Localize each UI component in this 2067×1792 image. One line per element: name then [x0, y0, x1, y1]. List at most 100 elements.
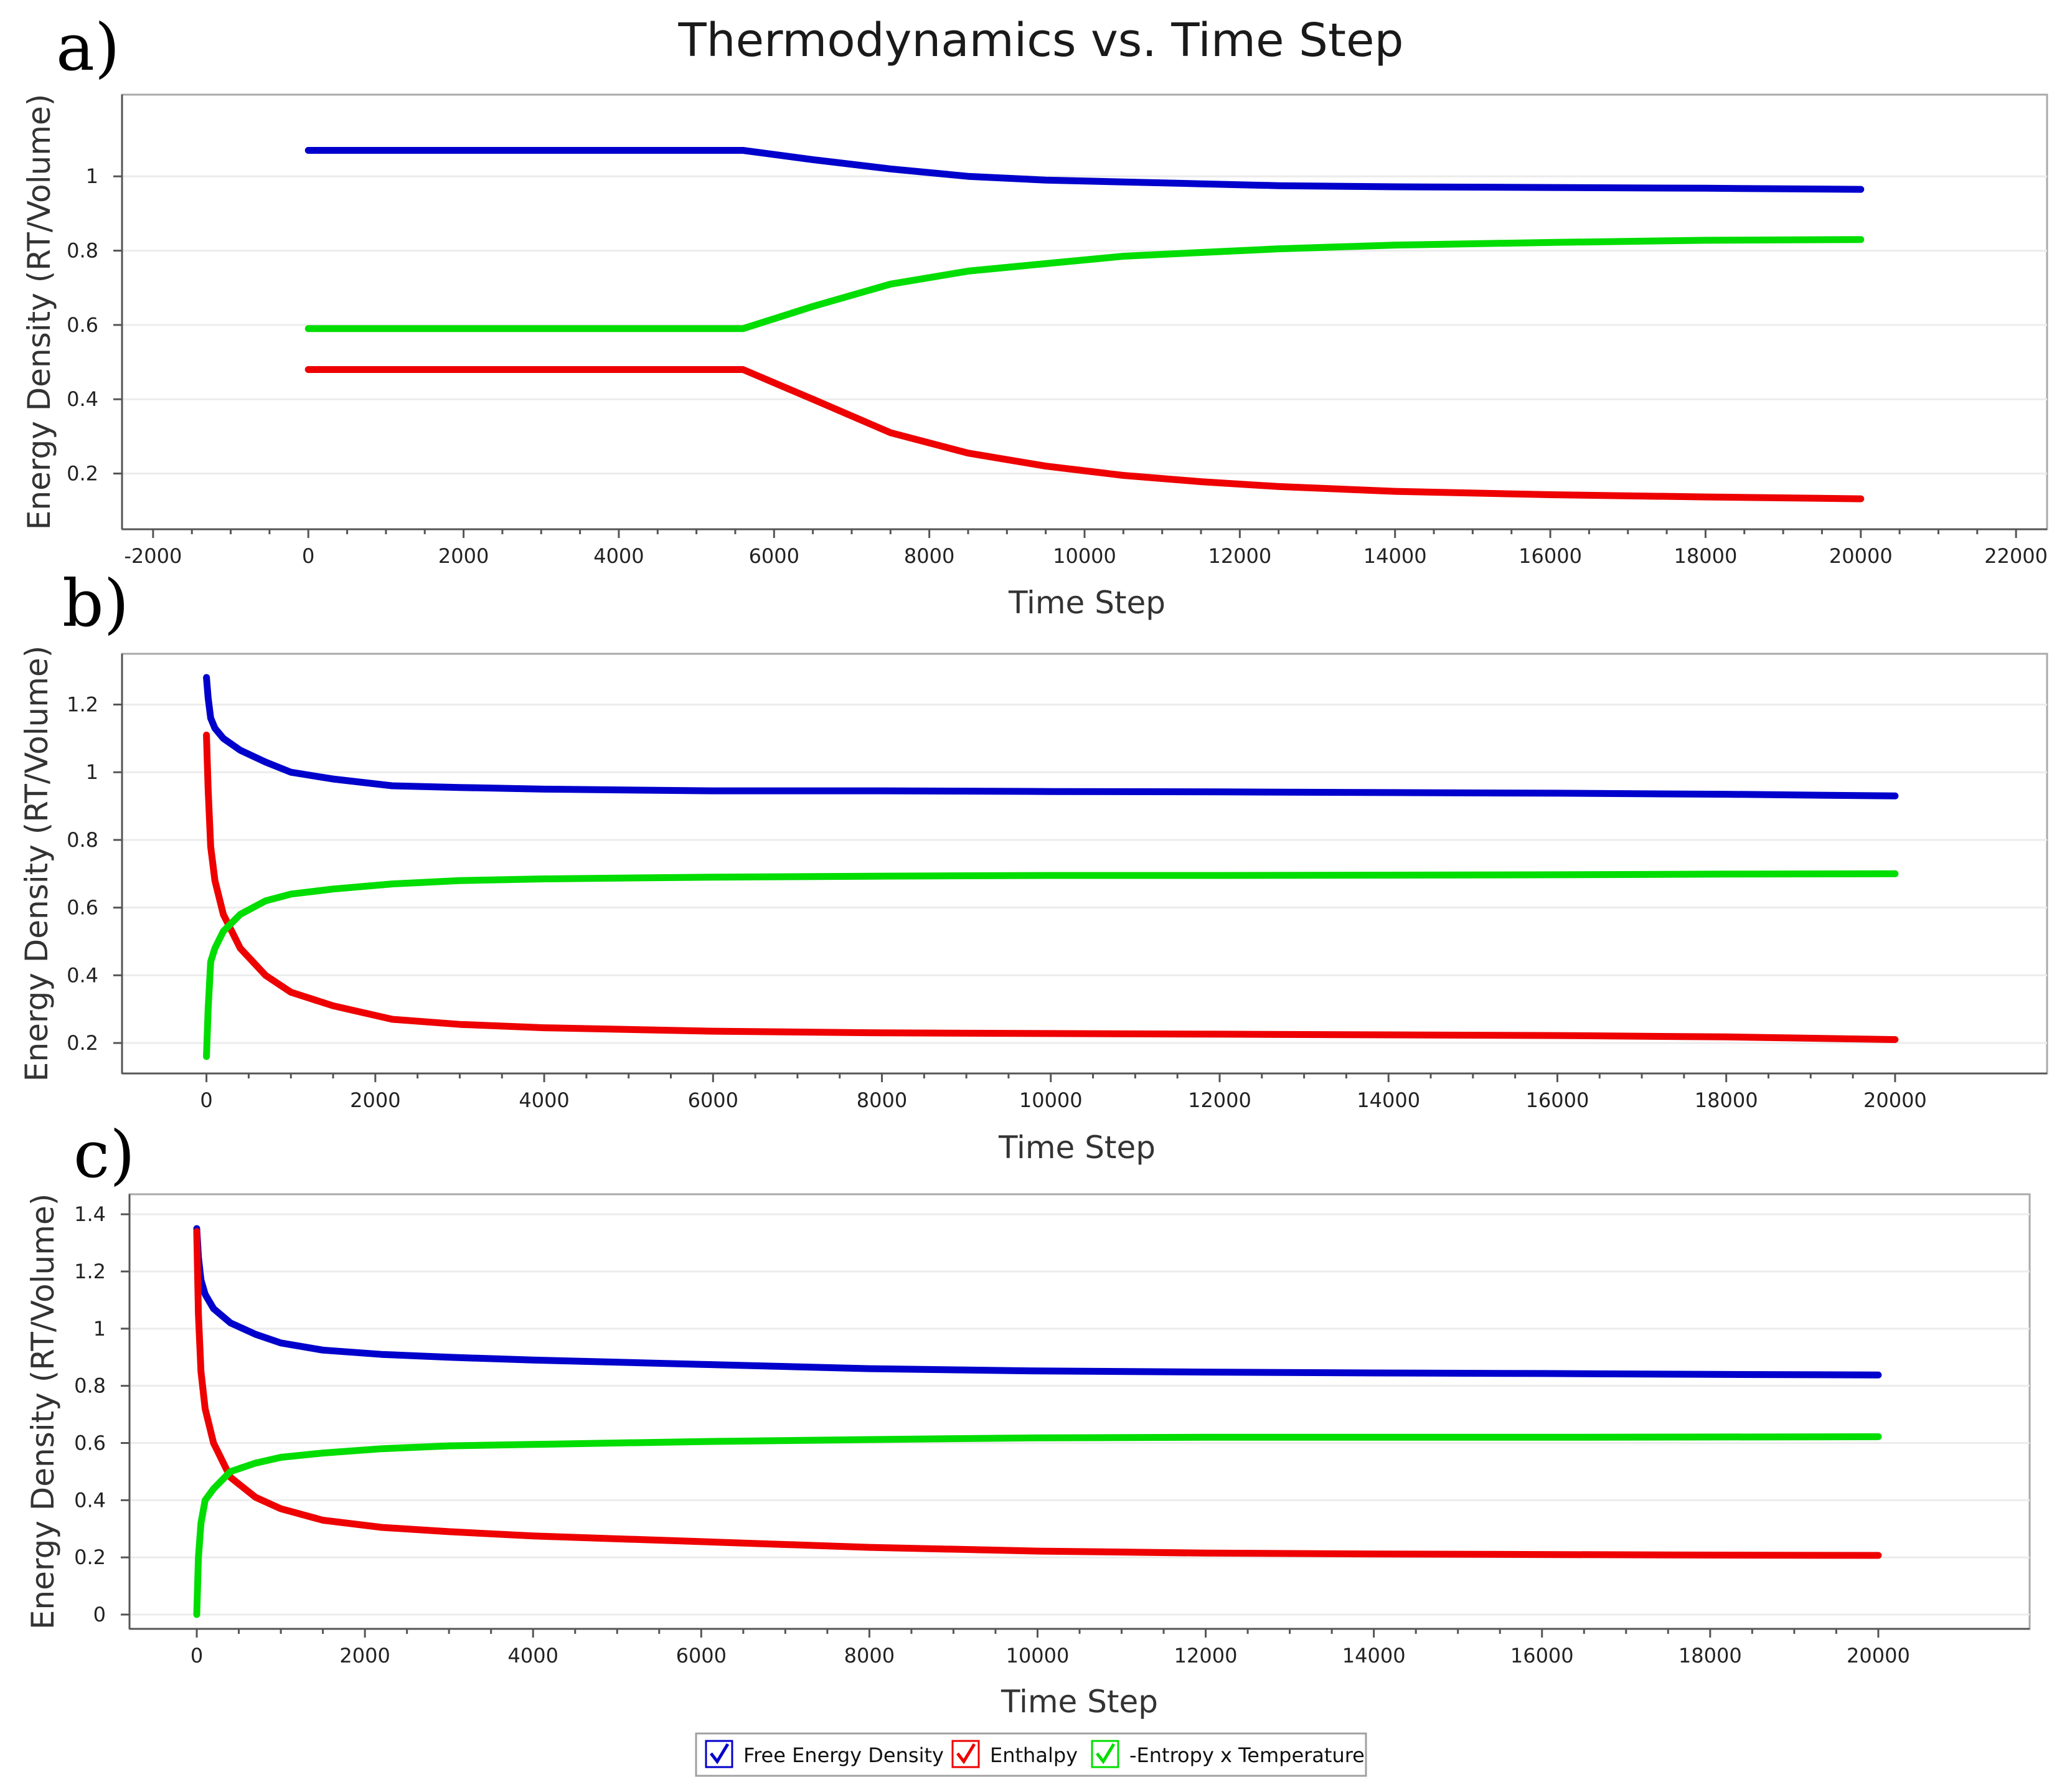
y-tick-label: 0.4 [67, 963, 98, 987]
legend-box [695, 1732, 1367, 1777]
x-tick-label: 20000 [1829, 544, 1893, 568]
y-tick-label: 1.4 [74, 1202, 106, 1226]
panel-label-c: c) [73, 1116, 135, 1192]
series-b [203, 674, 1899, 1060]
x-tick-label: 10000 [1006, 1644, 1070, 1667]
x-tick-label: 18000 [1674, 544, 1738, 568]
x-tick-label: 0 [200, 1088, 212, 1112]
x-tick-label: 2000 [350, 1088, 400, 1112]
y-tick-label: 1 [93, 1317, 106, 1341]
legend-item-free-energy[interactable]: Free Energy Density [705, 1740, 944, 1768]
legend-item-enthalpy[interactable]: Enthalpy [951, 1740, 1078, 1768]
y-tick-label: 0 [93, 1603, 106, 1626]
panel-label-a: a) [56, 9, 120, 85]
y-ticks-a: 0.2 0.4 0.6 0.8 1 [67, 164, 122, 486]
y-tick-label: 0.2 [74, 1545, 106, 1569]
chart-title: Thermodynamics vs. Time Step [677, 14, 1403, 67]
x-tick-label: 2000 [438, 544, 489, 568]
y-tick-label: 0.4 [67, 387, 98, 411]
x-tick-label: 4000 [593, 544, 644, 568]
series-line-entropy-x-temperature-c [193, 1433, 1882, 1618]
x-tick-label: 16000 [1510, 1644, 1574, 1667]
x-tick-label: 4000 [519, 1088, 569, 1112]
y-tick-label: 0.8 [67, 239, 98, 263]
x-tick-label: 0 [302, 544, 314, 568]
grid-a [122, 175, 2047, 475]
x-tick-label: 14000 [1363, 544, 1427, 568]
x-tick-label: 10000 [1019, 1088, 1083, 1112]
series-line-entropy-x-temperature-a [304, 236, 1865, 332]
y-tick-label: 1.2 [74, 1260, 106, 1283]
panel-label-b: b) [62, 565, 129, 641]
y-ticks-c: 0 0.2 0.4 0.6 0.8 1 1.2 1.4 [74, 1202, 129, 1626]
legend: Free Energy Density Enthalpy -Entropy x … [695, 1732, 1367, 1777]
x-tick-label: 22000 [1984, 544, 2048, 568]
series-line-entropy-x-temperature-b [203, 870, 1899, 1060]
legend-label-entropy: -Entropy x Temperature [1129, 1743, 1365, 1767]
x-tick-label: -2000 [124, 544, 182, 568]
x-ticks-c: 0 2000 4000 6000 8000 10000 12000 14000 16000 180… [191, 1629, 1910, 1667]
y-axis-title-b: Energy Density (RT/Volume) [19, 646, 55, 1082]
x-tick-label: 8000 [844, 1644, 895, 1667]
legend-item-entropy[interactable]: -Entropy x Temperature [1091, 1740, 1365, 1768]
check-icon [710, 1743, 730, 1765]
x-ticks-a: -2000 0 2000 4000 6000 8000 10000 12000 14000 160… [124, 529, 2048, 568]
y-axis-title-a: Energy Density (RT/Volume) [21, 94, 57, 530]
x-tick-label: 14000 [1357, 1088, 1420, 1112]
x-tick-label: 6000 [676, 1644, 727, 1667]
panel-b: b) 0 2000 4000 6000 8000 10000 12000 14000 16000… [19, 565, 2048, 1166]
x-tick-label: 12000 [1208, 544, 1271, 568]
x-tick-label: 8000 [857, 1088, 907, 1112]
x-tick-label: 18000 [1679, 1644, 1742, 1667]
y-tick-label: 1 [86, 760, 98, 784]
legend-label-enthalpy: Enthalpy [990, 1743, 1078, 1767]
grid-b [122, 704, 2047, 1044]
series-c [193, 1225, 1882, 1618]
y-tick-label: 0.6 [67, 896, 98, 920]
y-axis-title-c: Energy Density (RT/Volume) [25, 1194, 61, 1629]
x-tick-label: 16000 [1526, 1088, 1589, 1112]
y-tick-label: 0.8 [74, 1374, 106, 1398]
x-tick-label: 2000 [339, 1644, 390, 1667]
series-line-enthalpy-b [203, 732, 1899, 1044]
panel-c: c) 0 2000 4000 6000 8000 10000 12000 14000 16000… [25, 1116, 2031, 1720]
y-tick-label: 1 [86, 164, 98, 188]
x-tick-label: 12000 [1174, 1644, 1238, 1667]
x-tick-label: 10000 [1053, 544, 1116, 568]
x-tick-label: 14000 [1342, 1644, 1406, 1667]
legend-label-free-energy: Free Energy Density [743, 1743, 944, 1767]
y-tick-label: 1.2 [67, 693, 98, 717]
x-tick-label: 4000 [507, 1644, 558, 1667]
check-icon [956, 1743, 976, 1765]
x-tick-label: 12000 [1188, 1088, 1251, 1112]
x-tick-label: 0 [191, 1644, 203, 1667]
plot-area-b [121, 653, 2048, 1075]
x-axis-title-a: Time Step [1008, 585, 1165, 621]
x-tick-label: 6000 [749, 544, 799, 568]
series-line-free-energy-density-c [193, 1225, 1882, 1379]
y-ticks-b: 0.2 0.4 0.6 0.8 1 1.2 [67, 693, 122, 1055]
series-line-enthalpy-a [304, 366, 1865, 502]
series-a [304, 147, 1865, 502]
x-ticks-b: 0 2000 4000 6000 8000 10000 12000 14000 16000 180… [200, 1073, 1927, 1112]
y-tick-label: 0.4 [74, 1488, 106, 1512]
plot-area-c [128, 1193, 2031, 1630]
check-icon [1096, 1743, 1116, 1765]
x-tick-label: 20000 [1847, 1644, 1910, 1667]
x-tick-label: 18000 [1695, 1088, 1758, 1112]
y-tick-label: 0.8 [67, 828, 98, 852]
y-tick-label: 0.6 [74, 1431, 106, 1455]
series-line-enthalpy-c [193, 1228, 1882, 1559]
y-tick-label: 0.2 [67, 1031, 98, 1055]
x-tick-label: 20000 [1863, 1088, 1927, 1112]
x-tick-label: 6000 [688, 1088, 738, 1112]
x-axis-title-b: Time Step [998, 1129, 1156, 1166]
plot-area-a [121, 93, 2048, 531]
grid-c [129, 1213, 2030, 1616]
x-axis-title-c: Time Step [1001, 1684, 1158, 1720]
series-line-free-energy-density-a [304, 147, 1865, 193]
x-tick-label: 8000 [904, 544, 954, 568]
series-line-free-energy-density-b [203, 674, 1899, 799]
y-tick-label: 0.6 [67, 313, 98, 337]
